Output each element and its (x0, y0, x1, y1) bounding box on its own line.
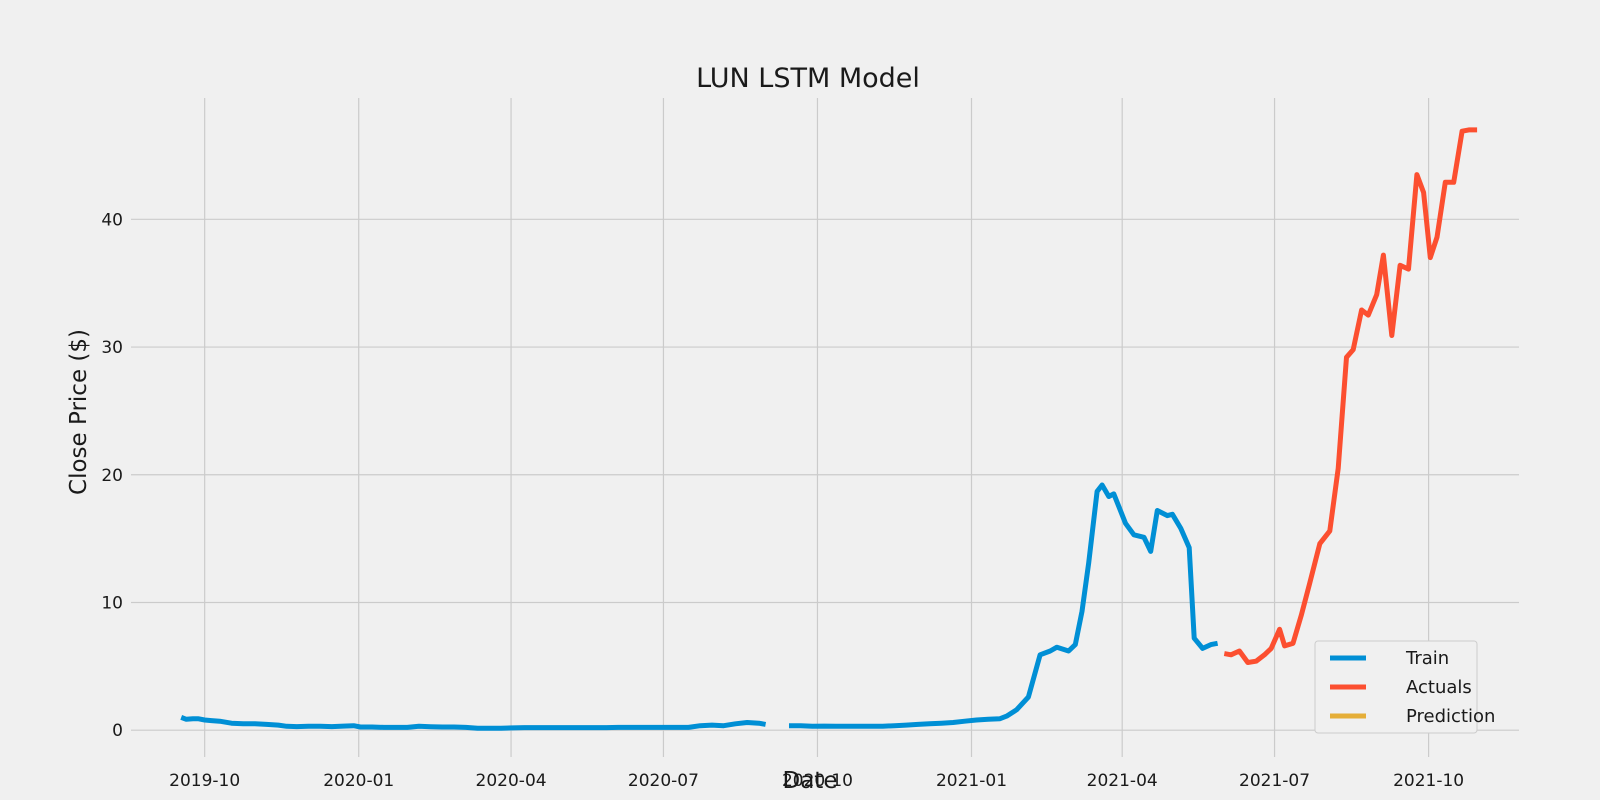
series-line-actuals (1223, 127, 1478, 665)
series-line-train (180, 715, 767, 731)
chart-title: LUN LSTM Model (696, 63, 920, 94)
x-tick-label: 2021-04 (1087, 771, 1158, 791)
grid-lines (131, 98, 1519, 757)
x-tick-label: 2020-10 (782, 771, 853, 791)
series-layer (180, 127, 1478, 731)
x-axis-title: Date (783, 768, 838, 794)
x-tick-label: 2021-07 (1239, 771, 1310, 791)
legend-label-actuals: Actuals (1406, 677, 1472, 698)
x-tick-label: 2021-10 (1393, 771, 1464, 791)
legend: Train Actuals Prediction (1314, 640, 1495, 734)
y-tick-label: 40 (101, 210, 123, 230)
y-tick-label: 30 (101, 338, 123, 358)
x-tick-labels: 2019-10 2020-01 2020-04 2020-07 2020-10 2021-… (169, 771, 1464, 791)
legend-label-train: Train (1405, 648, 1449, 669)
legend-box (1314, 640, 1478, 734)
legend-label-prediction: Prediction (1406, 706, 1495, 727)
x-tick-label: 2020-01 (323, 771, 394, 791)
y-tick-label: 0 (112, 721, 123, 741)
series-line-train (789, 482, 1219, 729)
y-tick-label: 10 (101, 593, 123, 613)
y-tick-label: 20 (101, 466, 123, 486)
x-tick-label: 2021-01 (936, 771, 1007, 791)
x-tick-label: 2020-04 (476, 771, 547, 791)
x-tick-label: 2019-10 (169, 771, 240, 791)
x-tick-label: 2020-07 (628, 771, 699, 791)
y-tick-labels: 0 10 20 30 40 (101, 210, 123, 741)
y-axis-title: Close Price ($) (66, 329, 92, 495)
